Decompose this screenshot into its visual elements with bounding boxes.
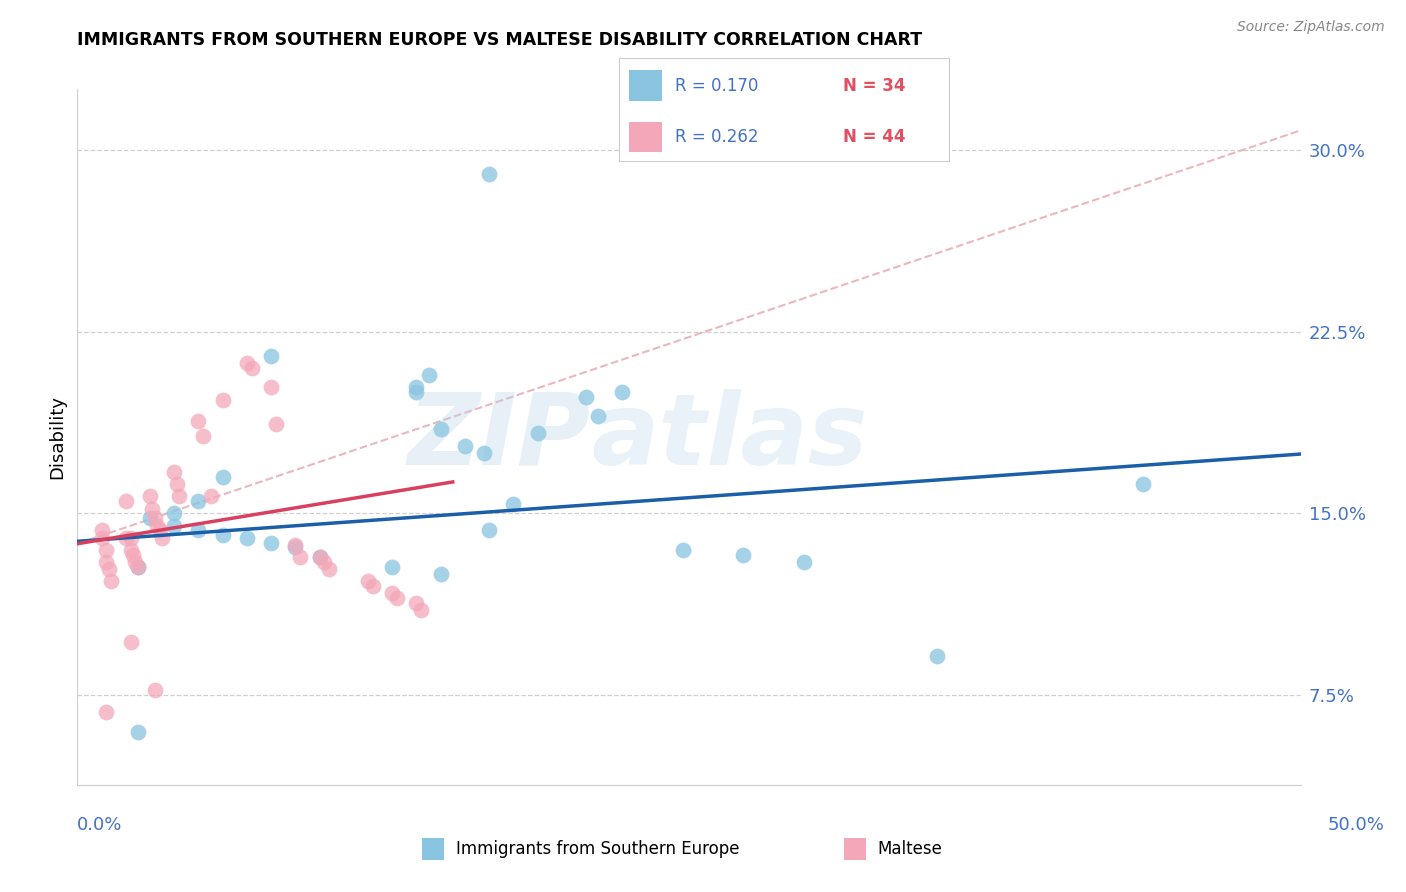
- Bar: [628, 70, 662, 101]
- Text: atlas: atlas: [591, 389, 868, 485]
- Point: [1132, 477, 1154, 491]
- Point: [314, 555, 336, 569]
- Point: [141, 501, 163, 516]
- Point: [793, 555, 815, 569]
- Point: [149, 524, 172, 538]
- Point: [411, 603, 433, 617]
- Point: [96, 705, 118, 719]
- Text: 0.0%: 0.0%: [77, 816, 122, 834]
- Point: [120, 635, 142, 649]
- Point: [927, 649, 949, 664]
- Point: [146, 518, 169, 533]
- Point: [97, 562, 120, 576]
- Point: [502, 497, 524, 511]
- Point: [308, 550, 330, 565]
- Point: [284, 538, 307, 552]
- Point: [478, 524, 501, 538]
- Bar: [628, 121, 662, 153]
- Point: [139, 490, 162, 504]
- Point: [127, 559, 149, 574]
- Point: [472, 446, 495, 460]
- Point: [124, 555, 146, 569]
- Point: [120, 531, 142, 545]
- Point: [381, 586, 404, 600]
- Point: [163, 465, 186, 479]
- Point: [150, 531, 173, 545]
- Text: 50.0%: 50.0%: [1329, 816, 1385, 834]
- Point: [167, 490, 190, 504]
- Point: [193, 429, 215, 443]
- Point: [166, 477, 188, 491]
- Point: [114, 494, 136, 508]
- Point: [586, 409, 609, 424]
- Point: [139, 511, 162, 525]
- Point: [733, 548, 755, 562]
- Point: [405, 380, 427, 394]
- Text: N = 44: N = 44: [844, 128, 905, 146]
- Point: [114, 531, 136, 545]
- Point: [200, 490, 222, 504]
- Text: N = 34: N = 34: [844, 77, 905, 95]
- Point: [236, 356, 259, 370]
- Point: [127, 559, 149, 574]
- Point: [454, 439, 477, 453]
- Point: [211, 470, 233, 484]
- Point: [672, 542, 695, 557]
- Point: [612, 385, 634, 400]
- Point: [284, 541, 307, 555]
- Point: [260, 380, 283, 394]
- Point: [240, 361, 263, 376]
- Y-axis label: Disability: Disability: [48, 395, 66, 479]
- Point: [357, 574, 380, 589]
- Point: [418, 368, 440, 383]
- Point: [429, 567, 451, 582]
- Point: [90, 531, 112, 545]
- Text: IMMIGRANTS FROM SOUTHERN EUROPE VS MALTESE DISABILITY CORRELATION CHART: IMMIGRANTS FROM SOUTHERN EUROPE VS MALTE…: [77, 31, 922, 49]
- Point: [478, 167, 501, 181]
- Point: [429, 421, 451, 435]
- Point: [120, 542, 142, 557]
- Point: [260, 349, 283, 363]
- Point: [405, 596, 427, 610]
- Text: R = 0.262: R = 0.262: [675, 128, 758, 146]
- Text: Maltese: Maltese: [877, 840, 942, 858]
- Point: [385, 591, 408, 606]
- Point: [96, 542, 118, 557]
- Point: [308, 550, 330, 565]
- Point: [288, 550, 311, 565]
- Point: [361, 579, 384, 593]
- Point: [405, 385, 427, 400]
- Text: Immigrants from Southern Europe: Immigrants from Southern Europe: [456, 840, 740, 858]
- Point: [90, 524, 112, 538]
- Point: [260, 535, 283, 549]
- Point: [143, 511, 166, 525]
- Point: [163, 518, 186, 533]
- Point: [318, 562, 340, 576]
- Point: [96, 555, 118, 569]
- Point: [211, 528, 233, 542]
- Point: [187, 494, 209, 508]
- Point: [381, 559, 404, 574]
- Point: [100, 574, 122, 589]
- Point: [163, 507, 186, 521]
- Point: [187, 524, 209, 538]
- Text: ZIP: ZIP: [408, 389, 591, 485]
- Point: [187, 414, 209, 428]
- Point: [143, 683, 166, 698]
- Point: [575, 390, 598, 404]
- Text: Source: ZipAtlas.com: Source: ZipAtlas.com: [1237, 20, 1385, 34]
- Point: [127, 724, 149, 739]
- Point: [122, 548, 145, 562]
- Point: [264, 417, 287, 431]
- Text: R = 0.170: R = 0.170: [675, 77, 758, 95]
- Point: [211, 392, 233, 407]
- Point: [526, 426, 548, 441]
- Point: [236, 531, 259, 545]
